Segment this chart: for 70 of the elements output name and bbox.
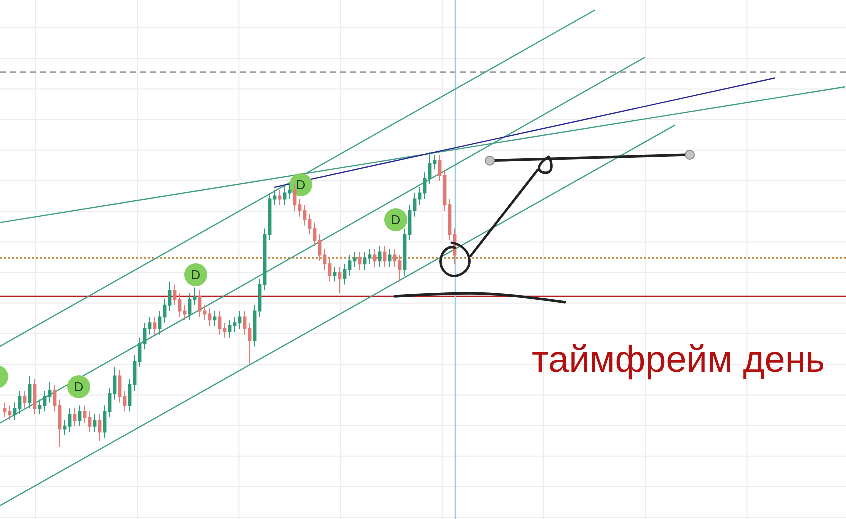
candlestick	[68, 408, 72, 433]
candlestick	[213, 310, 217, 327]
candlestick	[23, 390, 27, 410]
candlestick	[353, 252, 357, 268]
candlestick	[78, 405, 82, 427]
candlestick	[368, 248, 372, 265]
candlestick	[308, 213, 312, 236]
candlestick	[328, 258, 332, 282]
candlestick	[8, 405, 12, 421]
candlestick	[333, 266, 337, 282]
candlestick	[238, 310, 242, 330]
annotation: D	[191, 268, 201, 282]
candlestick	[228, 320, 232, 338]
candlestick	[158, 310, 162, 336]
candlestick	[358, 252, 362, 270]
candlestick	[193, 287, 197, 306]
candlestick	[178, 293, 182, 318]
candlestick	[383, 246, 387, 268]
candlestick	[13, 402, 17, 421]
candlestick	[113, 366, 117, 400]
candlestick	[278, 190, 282, 206]
candlestick	[168, 281, 172, 312]
candlestick	[183, 304, 187, 321]
candlestick	[28, 376, 32, 410]
candlestick	[428, 152, 432, 185]
candlestick	[323, 248, 327, 270]
candlestick	[298, 198, 302, 218]
candlestick	[153, 316, 157, 336]
candlestick	[38, 399, 42, 416]
candlestick	[73, 408, 77, 427]
candlestick	[283, 184, 287, 206]
candlestick	[98, 414, 102, 442]
candlestick	[363, 252, 367, 270]
candlestick	[58, 399, 62, 448]
candlestick	[3, 402, 7, 418]
candlestick	[393, 248, 397, 268]
candlestick	[223, 322, 227, 338]
candlestick	[208, 308, 212, 327]
candlestick	[343, 264, 347, 286]
candlestick	[303, 204, 307, 226]
candlestick	[233, 316, 237, 332]
candlestick	[123, 390, 127, 412]
annotation: D	[296, 178, 306, 192]
candlestick	[88, 411, 92, 433]
candlestick	[243, 310, 247, 336]
candlestick	[313, 222, 317, 247]
candlestick	[43, 390, 47, 412]
candlestick	[378, 246, 382, 268]
candlestick	[148, 316, 152, 336]
candlestick	[398, 254, 402, 282]
candlestick	[288, 184, 292, 200]
candlestick	[373, 248, 377, 268]
candlestick	[433, 154, 437, 170]
candlestick	[48, 382, 52, 404]
candlestick	[83, 405, 87, 424]
candlestick	[248, 322, 252, 365]
candlestick	[348, 254, 352, 276]
annotation: D	[74, 380, 84, 394]
annotation: таймфрейм день	[532, 339, 826, 380]
candlestick	[63, 420, 67, 436]
candlestick	[273, 190, 277, 206]
candlestick	[388, 248, 392, 268]
candlestick	[203, 304, 207, 321]
candlestick	[173, 284, 177, 306]
candlestick	[338, 266, 342, 294]
candlestick	[413, 192, 417, 218]
annotation: D	[391, 212, 401, 228]
candlestick	[218, 310, 222, 336]
candlestick	[418, 186, 422, 206]
candlestick	[93, 414, 97, 433]
